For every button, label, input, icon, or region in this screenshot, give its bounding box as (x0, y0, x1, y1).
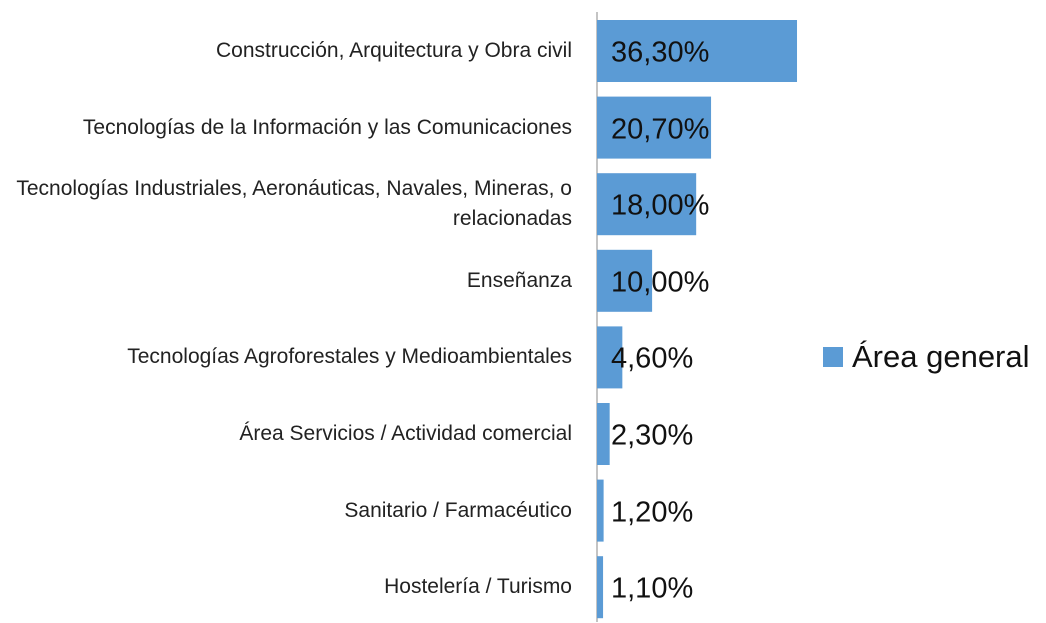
bar (597, 556, 604, 619)
bar (597, 403, 610, 465)
category-label: Área Servicios / Actividad comercial (239, 422, 572, 445)
bar (597, 249, 653, 312)
value-label: 18,00% (611, 189, 710, 222)
bar (597, 326, 623, 389)
bar (597, 96, 712, 159)
category-label: Tecnologías Agroforestales y Medioambien… (127, 345, 572, 369)
bar (597, 20, 798, 82)
category-label: Enseñanza (466, 268, 572, 292)
category-label: Construcción, Arquitectura y Obra civil (216, 39, 572, 62)
category-label: Sanitario / Farmacéutico (344, 498, 572, 522)
value-label: 1,10% (611, 572, 694, 605)
value-label: 10,00% (611, 266, 710, 299)
legend-swatch (823, 347, 843, 367)
value-label: 1,20% (611, 496, 694, 529)
value-label: 36,30% (611, 36, 710, 69)
value-label: 20,70% (611, 113, 710, 146)
legend-label: Área general (852, 339, 1030, 374)
category-label: Tecnologías de la Información y las Comu… (82, 115, 572, 139)
value-label: 2,30% (611, 419, 694, 452)
category-label: Tecnologías Industriales, Aeronáuticas, … (16, 177, 572, 231)
bar (597, 173, 697, 236)
value-label: 4,60% (611, 342, 694, 375)
bar (597, 479, 604, 542)
category-label: Hostelería / Turismo (384, 575, 572, 599)
